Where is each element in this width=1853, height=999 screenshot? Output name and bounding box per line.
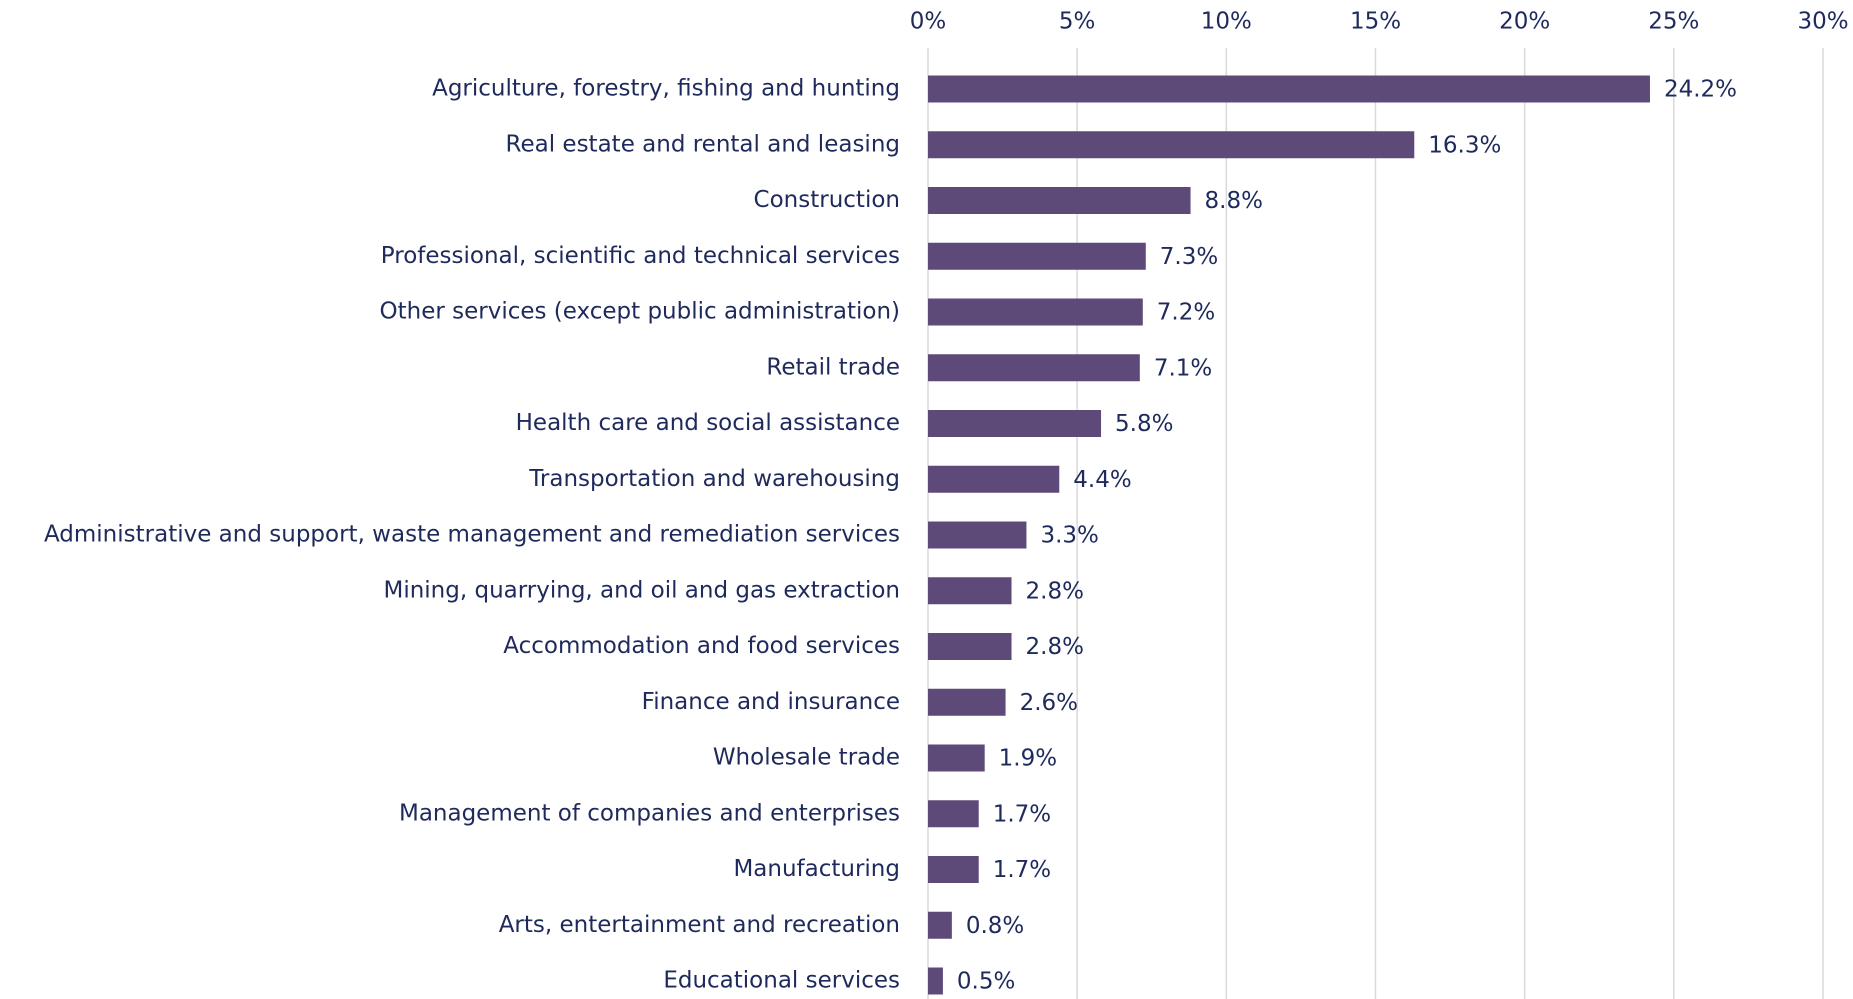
y-tick-label: Finance and insurance: [642, 689, 900, 715]
data-label: 7.1%: [1154, 355, 1212, 381]
bar: [928, 577, 1012, 605]
y-tick-label: Transportation and warehousing: [528, 466, 900, 492]
bar: [928, 856, 979, 883]
y-tick-label: Professional, scientific and technical s…: [381, 243, 900, 269]
x-tick-label: 20%: [1499, 9, 1550, 35]
bar: [928, 800, 979, 828]
bar: [928, 187, 1191, 214]
bar: [928, 967, 943, 995]
data-label: 0.5%: [957, 969, 1015, 995]
x-tick-label: 5%: [1059, 9, 1096, 35]
y-tick-label: Health care and social assistance: [516, 410, 900, 436]
data-label: 8.8%: [1205, 188, 1263, 214]
data-label: 1.7%: [993, 857, 1051, 883]
y-tick-label: Agriculture, forestry, fishing and hunti…: [432, 76, 900, 102]
bar: [928, 410, 1102, 437]
data-label: 2.6%: [1020, 690, 1078, 716]
bar: [928, 131, 1415, 159]
data-label: 3.3%: [1040, 523, 1098, 549]
bar: [928, 521, 1027, 549]
bar: [928, 242, 1146, 270]
y-tick-label: Educational services: [663, 968, 900, 994]
bar: [928, 465, 1060, 493]
x-tick-label: 30%: [1797, 9, 1848, 35]
bar: [928, 688, 1006, 716]
x-tick-label: 0%: [910, 9, 947, 35]
y-tick-label: Arts, entertainment and recreation: [499, 912, 900, 938]
y-tick-label: Wholesale trade: [713, 745, 900, 771]
y-tick-label: Retail trade: [766, 354, 900, 380]
y-tick-label: Other services (except public administra…: [380, 299, 901, 325]
bar: [928, 298, 1143, 326]
data-label: 16.3%: [1428, 132, 1501, 158]
y-tick-label: Construction: [754, 187, 900, 213]
bar: [928, 75, 1650, 103]
data-label: 0.8%: [966, 913, 1024, 939]
y-tick-label: Management of companies and enterprises: [399, 800, 900, 826]
y-tick-label: Real estate and rental and leasing: [506, 131, 900, 157]
y-tick-label: Mining, quarrying, and oil and gas extra…: [383, 577, 900, 603]
x-tick-label: 10%: [1201, 9, 1252, 35]
y-tick-label: Manufacturing: [733, 856, 900, 882]
bar: [928, 633, 1012, 660]
data-label: 5.8%: [1115, 411, 1173, 437]
data-label: 1.9%: [999, 746, 1057, 772]
data-label: 4.4%: [1073, 467, 1131, 493]
y-tick-label: Administrative and support, waste manage…: [44, 522, 900, 548]
data-label: 7.3%: [1160, 244, 1218, 270]
data-label: 2.8%: [1026, 578, 1084, 604]
bar: [928, 911, 952, 939]
bar: [928, 744, 985, 772]
data-label: 24.2%: [1664, 77, 1737, 103]
bar: [928, 354, 1140, 382]
y-tick-label: Accommodation and food services: [503, 633, 900, 659]
data-label: 1.7%: [993, 801, 1051, 827]
x-tick-label: 15%: [1350, 9, 1401, 35]
x-tick-label: 25%: [1648, 9, 1699, 35]
data-label: 7.2%: [1157, 300, 1215, 326]
data-label: 2.8%: [1026, 634, 1084, 660]
